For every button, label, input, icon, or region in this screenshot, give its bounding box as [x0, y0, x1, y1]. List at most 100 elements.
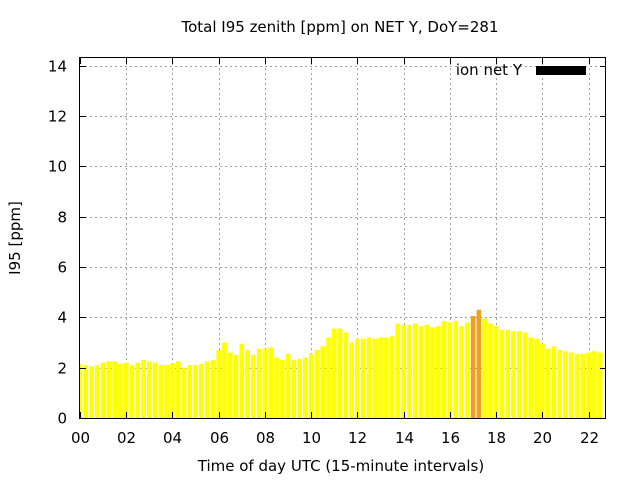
bar: [563, 351, 568, 418]
bar: [268, 347, 274, 418]
bar: [233, 355, 239, 418]
bar: [355, 338, 360, 418]
bar: [436, 326, 441, 418]
bar: [522, 332, 528, 418]
bar: [141, 360, 146, 418]
x-tick-label: 14: [395, 429, 414, 447]
bar: [378, 337, 383, 418]
bar: [279, 360, 285, 418]
legend-label: ion net Y: [456, 61, 523, 79]
bar: [332, 328, 337, 418]
chart-title: Total I95 zenith [ppm] on NET Y, DoY=281: [180, 18, 498, 36]
bar: [80, 363, 83, 418]
bar: [586, 352, 591, 418]
bar: [199, 363, 204, 418]
bar: [476, 309, 482, 418]
bar: [493, 326, 499, 418]
y-tick-label: 10: [48, 158, 67, 176]
bar: [592, 351, 597, 418]
y-tick-label: 0: [57, 410, 67, 428]
bar: [453, 321, 459, 418]
bar: [488, 323, 493, 418]
bar: [222, 342, 227, 418]
bar: [303, 357, 308, 418]
bar: [262, 348, 268, 418]
bar: [239, 343, 245, 418]
bar: [464, 322, 470, 418]
bar: [245, 350, 250, 418]
bar: [100, 362, 106, 418]
x-tick-label: 16: [441, 429, 460, 447]
bar: [158, 365, 164, 418]
bar: [256, 348, 262, 418]
bar: [499, 329, 505, 418]
y-tick-label: 4: [57, 309, 67, 327]
bar: [112, 361, 117, 418]
bar: [384, 337, 389, 418]
y-tick-label: 6: [57, 259, 67, 277]
bar: [135, 362, 141, 418]
bar: [83, 365, 89, 418]
bar: [389, 336, 395, 418]
bar: [528, 337, 534, 418]
y-tick-label: 14: [48, 58, 67, 76]
x-tick-label: 04: [163, 429, 182, 447]
bar: [343, 332, 349, 418]
bar: [441, 321, 447, 418]
bar: [274, 357, 279, 418]
x-tick-label: 06: [210, 429, 229, 447]
bar: [291, 360, 297, 418]
x-tick-label: 12: [348, 429, 367, 447]
bar: [106, 361, 112, 418]
bar: [251, 355, 256, 418]
bar: [418, 326, 424, 418]
x-tick-label: 08: [256, 429, 275, 447]
bar: [326, 337, 331, 418]
bar: [366, 337, 372, 418]
bar: [181, 367, 187, 418]
bar: [216, 350, 222, 418]
bar: [123, 362, 129, 418]
y-tick-label: 2: [57, 360, 67, 378]
y-axis-label: I95 [ppm]: [6, 201, 24, 275]
legend-swatch: [536, 66, 586, 75]
bar: [164, 365, 170, 418]
bar: [424, 324, 430, 418]
bar: [482, 318, 487, 418]
bar: [95, 365, 100, 418]
bar: [337, 328, 343, 418]
plot-frame: [79, 57, 606, 419]
bars: [80, 309, 603, 418]
x-tick-label: 22: [580, 429, 599, 447]
bar: [505, 329, 511, 418]
bar: [210, 360, 216, 418]
bar: [447, 322, 453, 418]
bar: [297, 358, 302, 418]
bar: [152, 362, 158, 418]
bar: [401, 324, 407, 418]
x-tick-label: 18: [487, 429, 506, 447]
bar: [580, 353, 586, 418]
bar: [204, 361, 210, 418]
bar: [551, 346, 557, 418]
x-tick-label: 10: [302, 429, 321, 447]
bar: [470, 316, 476, 418]
x-tick-label: 00: [71, 429, 90, 447]
bar: [569, 352, 574, 418]
bar: [407, 324, 412, 418]
bar: [314, 350, 320, 418]
y-tick-label: 12: [48, 108, 67, 126]
bar: [395, 323, 401, 418]
bar: [285, 353, 291, 418]
bar: [175, 361, 181, 418]
bar: [574, 353, 580, 418]
bar: [516, 331, 522, 418]
y-tick-label: 8: [57, 209, 67, 227]
x-axis-label: Time of day UTC (15-minute intervals): [197, 457, 484, 475]
bar: [89, 366, 94, 418]
x-tick-label: 02: [117, 429, 136, 447]
bar: [511, 331, 516, 418]
bar: [540, 343, 545, 418]
